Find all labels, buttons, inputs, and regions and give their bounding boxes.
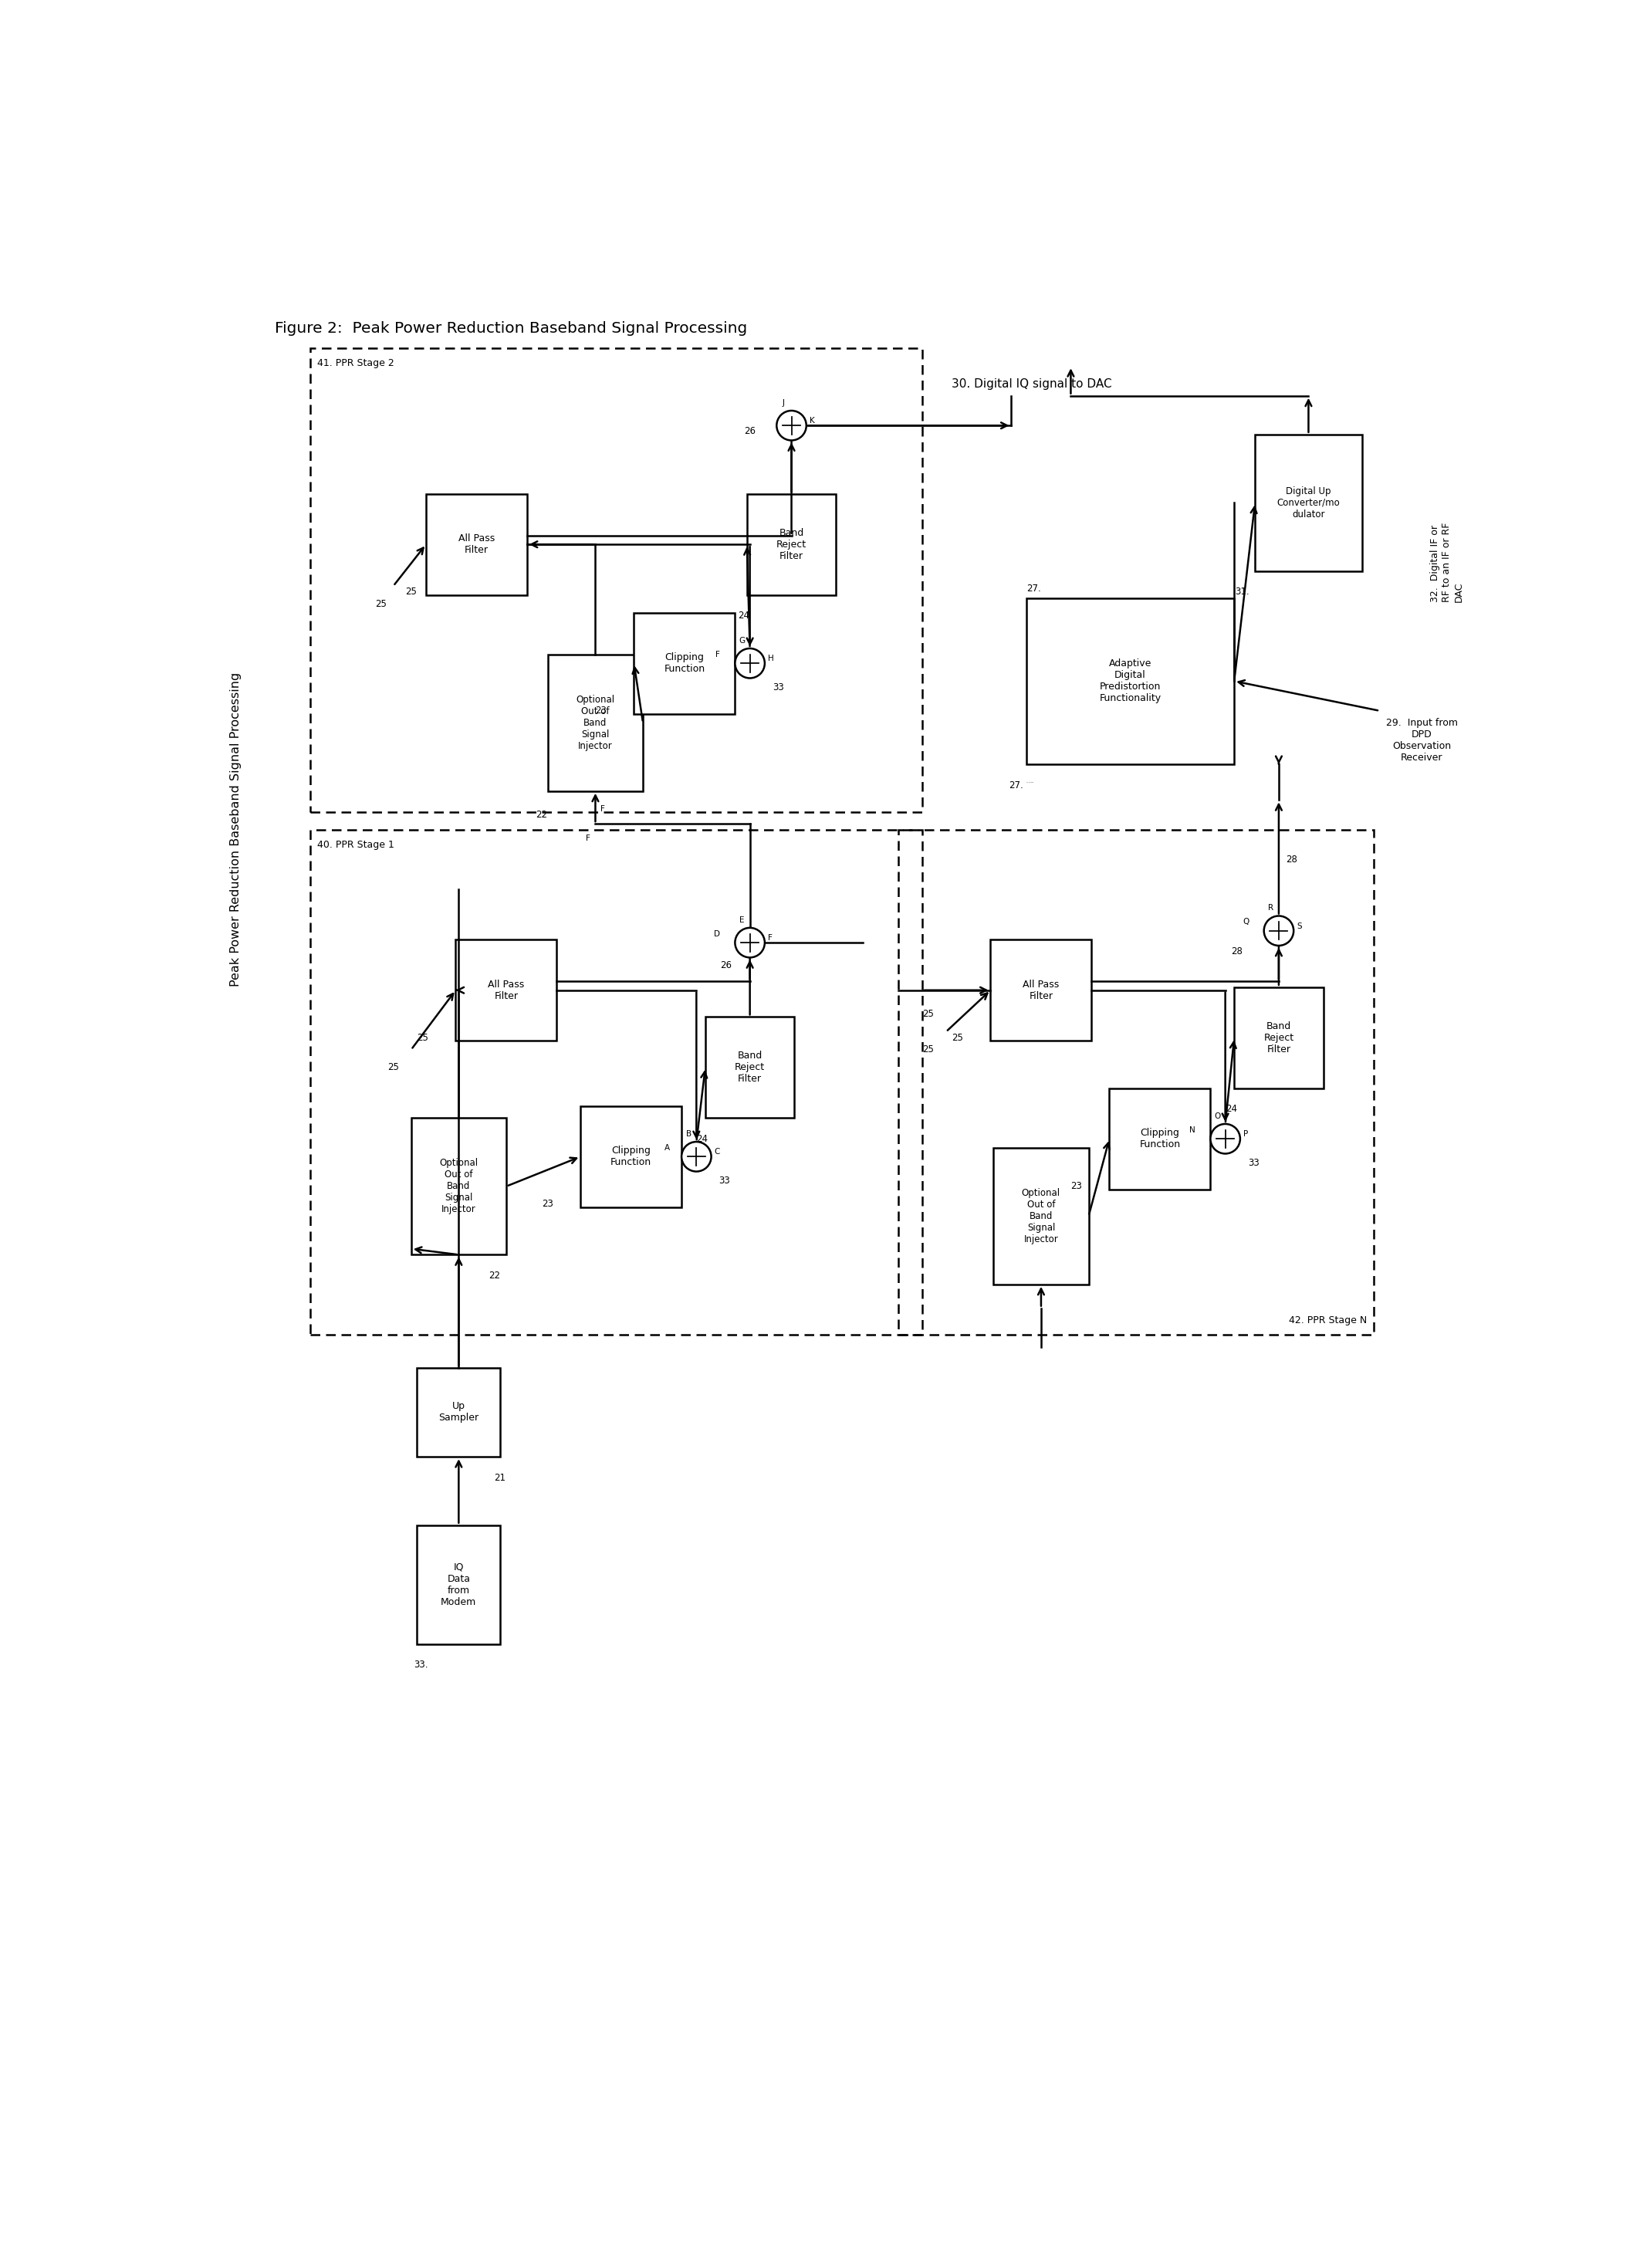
Bar	[548, 655, 643, 792]
Bar	[456, 939, 556, 1041]
Text: Up
Sampler: Up Sampler	[438, 1402, 479, 1422]
Text: 42. PPR Stage N: 42. PPR Stage N	[1289, 1315, 1366, 1325]
Bar	[310, 830, 922, 1336]
Text: 40. PPR Stage 1: 40. PPR Stage 1	[317, 839, 394, 850]
Bar	[1235, 987, 1323, 1089]
Text: 22: 22	[536, 810, 548, 819]
Text: Optional
Out of
Band
Signal
Injector: Optional Out of Band Signal Injector	[1022, 1188, 1061, 1245]
Bar	[1027, 599, 1235, 764]
Text: 33: 33	[1248, 1157, 1260, 1168]
Bar	[994, 1148, 1089, 1284]
Circle shape	[777, 411, 807, 440]
Bar	[426, 494, 526, 594]
Bar	[412, 1118, 507, 1254]
Text: 26: 26	[720, 959, 731, 971]
Text: 25: 25	[922, 1009, 933, 1018]
Circle shape	[1210, 1125, 1240, 1154]
Text: 27.: 27.	[1009, 780, 1023, 789]
Text: Optional
Out of
Band
Signal
Injector: Optional Out of Band Signal Injector	[576, 694, 615, 751]
Bar	[1255, 435, 1361, 572]
Text: 26: 26	[745, 426, 756, 435]
Text: 23: 23	[1071, 1182, 1082, 1191]
Text: All Pass
Filter: All Pass Filter	[458, 533, 495, 556]
Text: Figure 2:  Peak Power Reduction Baseband Signal Processing: Figure 2: Peak Power Reduction Baseband …	[274, 322, 746, 336]
Text: 29.  Input from
DPD
Observation
Receiver: 29. Input from DPD Observation Receiver	[1386, 719, 1458, 762]
Text: 30. Digital IQ signal to DAC: 30. Digital IQ signal to DAC	[951, 379, 1112, 390]
Text: P: P	[1243, 1129, 1248, 1139]
Text: 22: 22	[489, 1270, 500, 1281]
Text: B: B	[686, 1129, 692, 1139]
Text: Adaptive
Digital
Predistortion
Functionality: Adaptive Digital Predistortion Functiona…	[1099, 658, 1161, 703]
Bar	[1109, 1089, 1210, 1188]
Text: All Pass
Filter: All Pass Filter	[489, 980, 525, 1000]
Circle shape	[735, 649, 764, 678]
Circle shape	[682, 1141, 712, 1173]
Text: 25: 25	[951, 1032, 963, 1043]
Text: 32.  Digital IF or
RF to an IF or RF
DAC: 32. Digital IF or RF to an IF or RF DAC	[1430, 522, 1463, 601]
Text: IQ
Data
from
Modem: IQ Data from Modem	[441, 1563, 477, 1608]
Text: 33: 33	[772, 683, 784, 692]
Text: 24: 24	[697, 1134, 708, 1143]
Text: 25: 25	[387, 1061, 399, 1073]
Text: Q: Q	[1243, 919, 1250, 925]
Text: F: F	[768, 934, 772, 941]
Text: 25: 25	[922, 1046, 933, 1055]
Text: R: R	[1268, 905, 1274, 912]
Text: K: K	[809, 417, 815, 424]
Text: Peak Power Reduction Baseband Signal Processing: Peak Power Reduction Baseband Signal Pro…	[230, 674, 241, 987]
Circle shape	[1264, 916, 1294, 946]
Text: Clipping
Function: Clipping Function	[1140, 1127, 1181, 1150]
Text: S: S	[1297, 923, 1302, 930]
Text: Digital Up
Converter/mo
dulator: Digital Up Converter/mo dulator	[1278, 485, 1340, 519]
Text: A: A	[664, 1143, 669, 1152]
Text: 23: 23	[595, 705, 607, 717]
Text: All Pass
Filter: All Pass Filter	[1023, 980, 1059, 1000]
Text: 28: 28	[1286, 855, 1297, 864]
Text: C: C	[715, 1148, 720, 1157]
Text: 28: 28	[1232, 946, 1243, 957]
Text: Band
Reject
Filter: Band Reject Filter	[776, 528, 807, 560]
Bar	[635, 612, 735, 714]
Bar	[581, 1107, 682, 1207]
Text: 24: 24	[1225, 1105, 1237, 1114]
Text: G: G	[740, 637, 745, 644]
Text: F: F	[600, 805, 605, 812]
Text: F: F	[715, 651, 720, 658]
Text: 25: 25	[417, 1032, 428, 1043]
Text: 24: 24	[738, 610, 749, 621]
Text: Optional
Out of
Band
Signal
Injector: Optional Out of Band Signal Injector	[440, 1159, 477, 1216]
Text: 25: 25	[405, 587, 417, 596]
Text: E: E	[740, 916, 745, 923]
Text: 21: 21	[494, 1472, 505, 1483]
Text: H: H	[768, 655, 774, 662]
Text: 31.: 31.	[1235, 587, 1250, 596]
Text: J: J	[782, 399, 786, 406]
Text: Clipping
Function: Clipping Function	[610, 1145, 651, 1168]
Text: 33: 33	[718, 1175, 730, 1186]
Text: 25: 25	[376, 599, 387, 608]
Text: 23: 23	[541, 1200, 553, 1209]
Text: D: D	[713, 930, 720, 937]
Text: Clipping
Function: Clipping Function	[664, 653, 705, 674]
Bar	[705, 1016, 794, 1118]
Text: Band
Reject
Filter: Band Reject Filter	[1264, 1021, 1294, 1055]
Text: 41. PPR Stage 2: 41. PPR Stage 2	[317, 358, 394, 367]
Circle shape	[735, 928, 764, 957]
Text: Band
Reject
Filter: Band Reject Filter	[735, 1050, 764, 1084]
Bar	[899, 830, 1374, 1336]
Bar	[746, 494, 836, 594]
Text: O: O	[1214, 1111, 1220, 1120]
Text: F: F	[585, 835, 590, 841]
Bar	[417, 1368, 500, 1456]
Bar	[310, 349, 922, 812]
Bar	[991, 939, 1092, 1041]
Text: 33.: 33.	[415, 1660, 428, 1669]
Text: 27.: 27.	[1027, 583, 1041, 594]
Text: N: N	[1189, 1125, 1196, 1134]
Bar	[417, 1524, 500, 1644]
